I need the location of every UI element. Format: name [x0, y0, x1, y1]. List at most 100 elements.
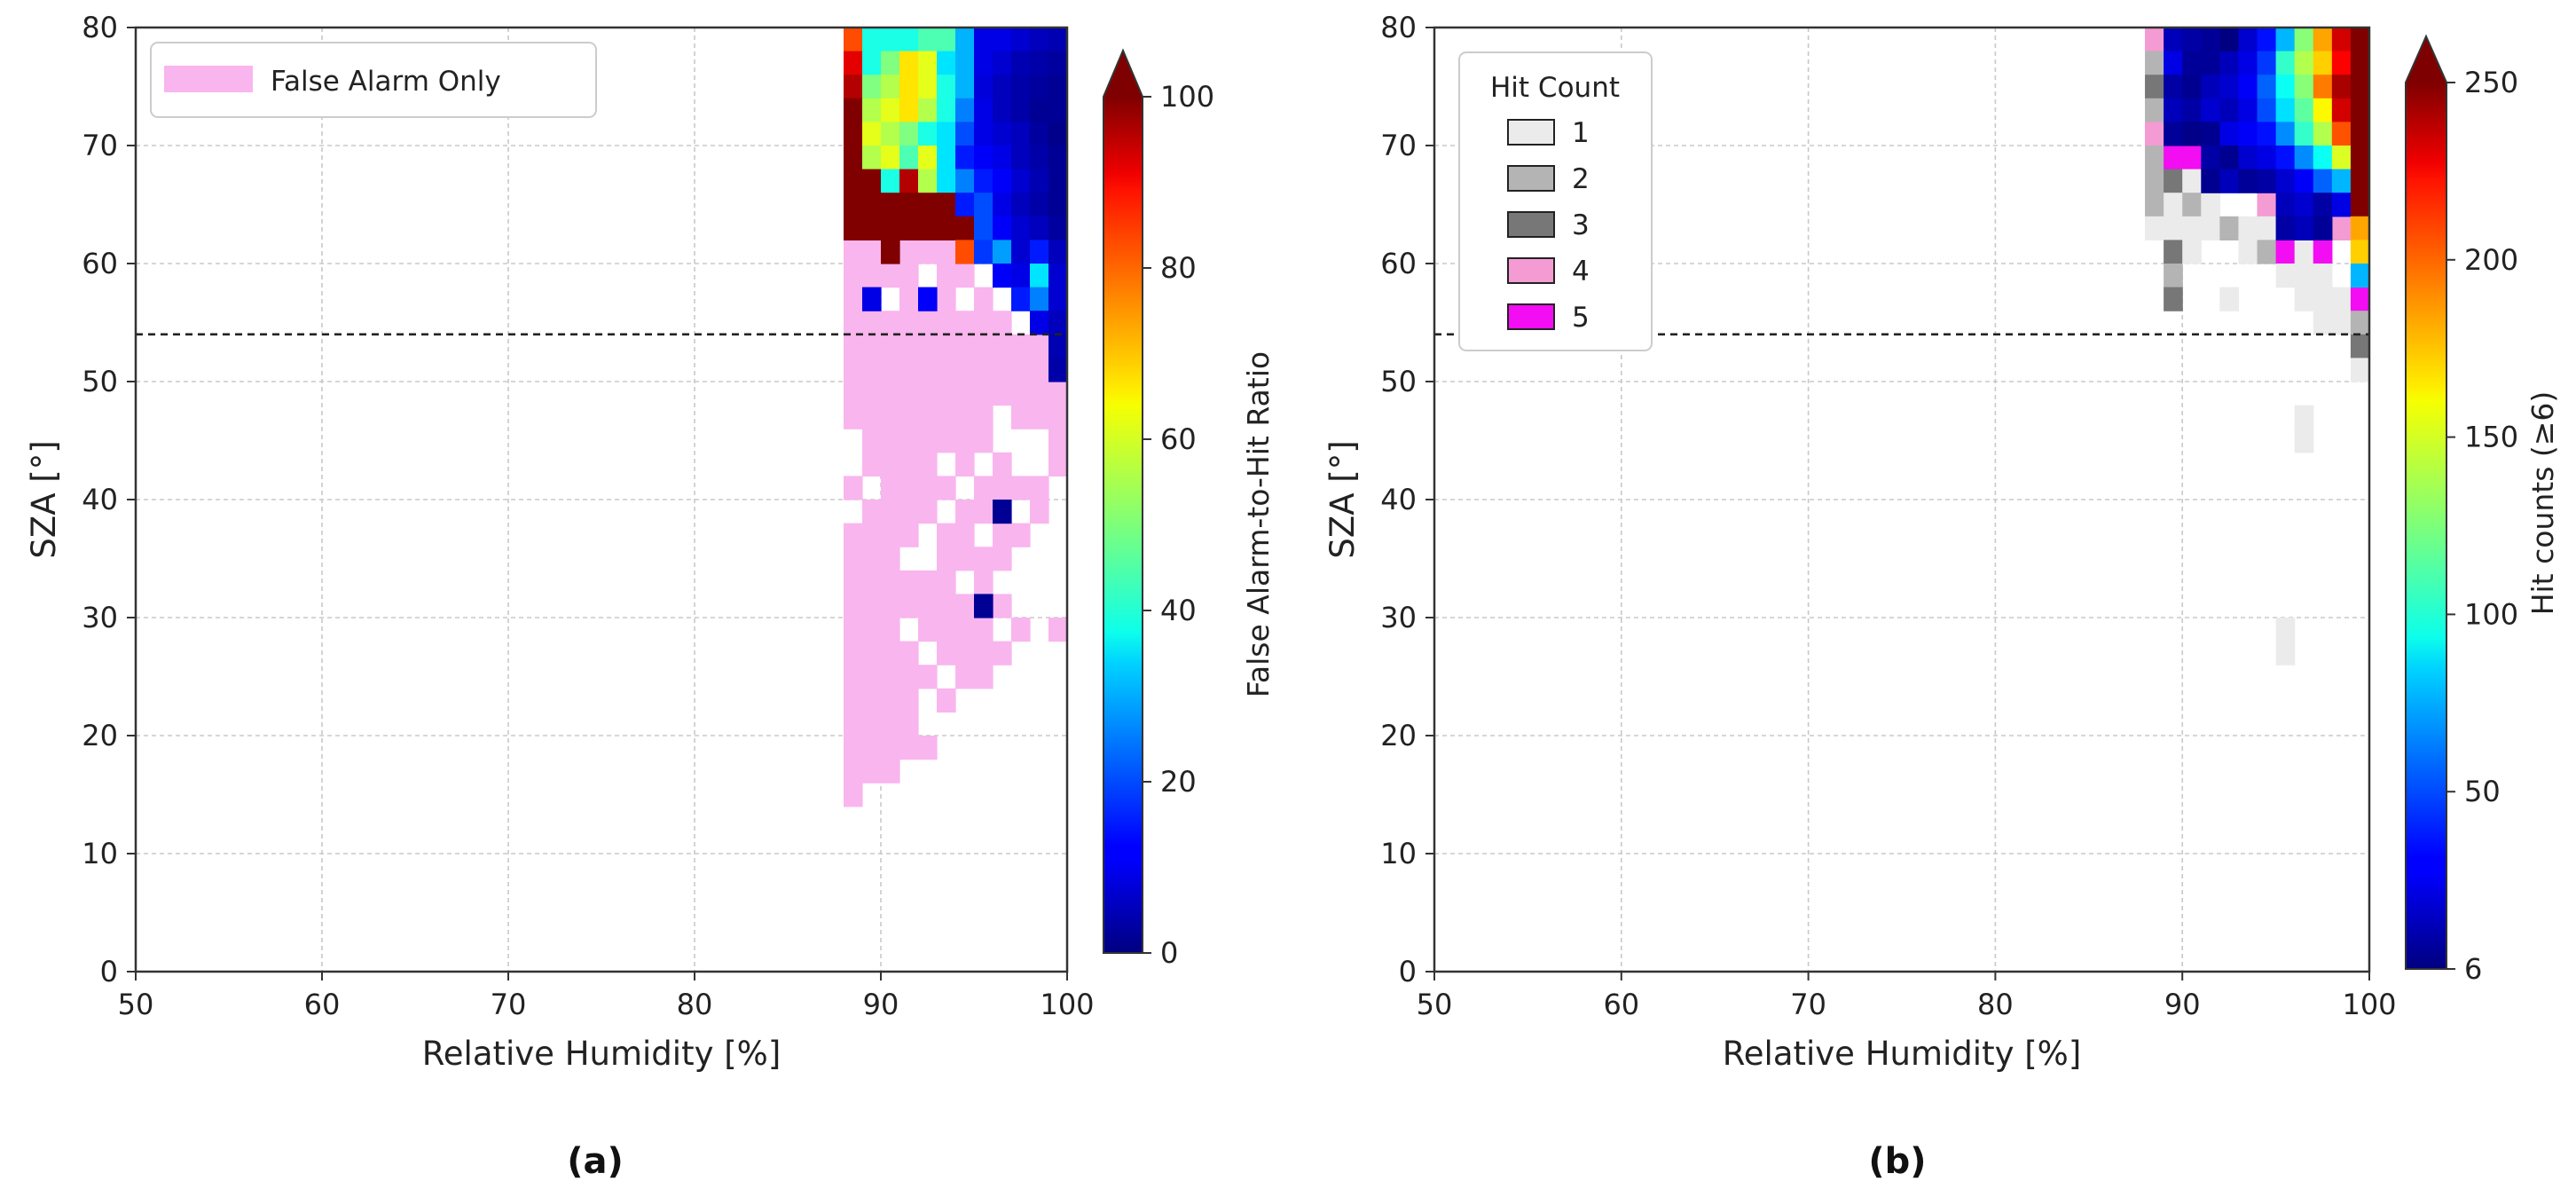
heatmap-cells-b	[2145, 28, 2370, 665]
low-hit-count-cell	[2164, 240, 2183, 264]
false-alarm-only-cell	[993, 452, 1012, 476]
false-alarm-only-cell	[844, 665, 863, 689]
legend-swatch-hit-1	[1507, 119, 1555, 146]
ratio-cell	[937, 216, 956, 240]
hit-count-cell	[2294, 122, 2314, 146]
low-hit-count-cell	[2164, 146, 2183, 170]
ratio-cell	[862, 122, 882, 146]
false-alarm-only-cell	[937, 476, 956, 500]
ratio-cell	[918, 51, 938, 75]
colorbar-gradient-a	[1103, 97, 1143, 953]
hit-count-cell	[2350, 75, 2370, 99]
false-alarm-only-cell	[1011, 618, 1031, 642]
ratio-cell	[974, 75, 993, 99]
hit-count-cell	[2164, 51, 2183, 75]
false-alarm-only-cell	[862, 570, 882, 595]
ratio-cell	[993, 75, 1012, 99]
y-tick-label: 80	[1380, 11, 1417, 44]
x-tick-label: 70	[1790, 988, 1826, 1021]
ratio-cell	[993, 216, 1012, 240]
ratio-cell	[955, 51, 975, 75]
ratio-cell	[1048, 287, 1068, 311]
colorbar-tick-label: 20	[1160, 765, 1197, 799]
x-tick-label: 80	[1977, 988, 2014, 1021]
false-alarm-only-cell	[1048, 382, 1068, 406]
y-ticks-b: 0 10 20 30 40 50 60 70 80	[1380, 11, 1434, 988]
false-alarm-only-cell	[955, 311, 975, 335]
ratio-cell	[881, 146, 900, 170]
ratio-cell	[1048, 28, 1068, 52]
ratio-cell	[862, 193, 882, 217]
ratio-cell	[881, 28, 900, 52]
ratio-cell	[1048, 51, 1068, 75]
false-alarm-only-cell	[1011, 358, 1031, 382]
ratio-cell	[881, 51, 900, 75]
hit-count-cell	[2238, 28, 2258, 52]
x-tick-label: 60	[1603, 988, 1639, 1021]
false-alarm-only-cell	[844, 618, 863, 642]
ratio-cell	[862, 28, 882, 52]
hit-count-cell	[2219, 75, 2240, 99]
ratio-cell	[1030, 122, 1049, 146]
false-alarm-only-cell	[918, 429, 938, 453]
ratio-cell	[899, 146, 919, 170]
false-alarm-only-cell	[899, 240, 919, 264]
x-tick-label: 80	[677, 988, 713, 1021]
low-hit-count-cell	[2257, 240, 2277, 264]
false-alarm-only-cell	[881, 570, 900, 595]
false-alarm-only-cell	[974, 500, 993, 524]
ratio-cell	[1011, 287, 1031, 311]
ratio-cell	[899, 28, 919, 52]
hit-count-cell	[2350, 216, 2370, 240]
low-hit-count-cell	[2164, 193, 2183, 217]
false-alarm-only-cell	[899, 523, 919, 547]
y-axis-label-a: SZA [°]	[25, 440, 63, 558]
hit-count-cell	[2313, 75, 2333, 99]
hit-count-cell	[2350, 240, 2370, 264]
low-hit-count-cell	[2164, 287, 2183, 311]
hit-count-cell	[2313, 169, 2333, 193]
false-alarm-only-cell	[918, 358, 938, 382]
false-alarm-only-cell	[937, 358, 956, 382]
low-hit-count-cell	[2145, 51, 2164, 75]
false-alarm-only-cell	[918, 382, 938, 406]
hit-count-cell	[2238, 169, 2258, 193]
false-alarm-only-cell	[1030, 476, 1049, 500]
y-tick-label: 40	[82, 483, 118, 516]
colorbar-extend-arrow-b	[2406, 36, 2446, 83]
ratio-cell	[1011, 28, 1031, 52]
hit-count-cell	[2294, 193, 2314, 217]
false-alarm-only-cell	[899, 264, 919, 288]
y-axis-label-b: SZA [°]	[1323, 440, 1362, 558]
colorbar-tick-label: 100	[1160, 80, 1214, 114]
false-alarm-only-cell	[974, 665, 993, 689]
ratio-cell	[844, 98, 863, 122]
false-alarm-only-cell	[899, 311, 919, 335]
false-alarm-only-cell	[862, 334, 882, 358]
false-alarm-only-cell	[844, 476, 863, 500]
hit-count-cell	[2275, 98, 2296, 122]
x-tick-label: 50	[118, 988, 154, 1021]
false-alarm-only-cell	[955, 334, 975, 358]
false-alarm-only-cell	[862, 500, 882, 524]
false-alarm-only-cell	[862, 688, 882, 713]
hit-count-cell	[2294, 98, 2314, 122]
false-alarm-only-cell	[955, 264, 975, 288]
colorbar-tick-label: 60	[1160, 422, 1197, 456]
ratio-cell	[974, 28, 993, 52]
hit-count-cell	[2257, 28, 2277, 52]
false-alarm-only-cell	[918, 594, 938, 618]
hit-count-cell	[2219, 28, 2240, 52]
ratio-cell	[899, 98, 919, 122]
hit-count-cell	[2201, 98, 2220, 122]
ratio-cell	[993, 51, 1012, 75]
ratio-cell	[899, 193, 919, 217]
colorbar-tick-label: 80	[1160, 251, 1197, 285]
false-alarm-only-cell	[862, 665, 882, 689]
hit-count-cell	[2182, 75, 2202, 99]
ratio-cell	[955, 28, 975, 52]
hit-count-cell	[2331, 193, 2352, 217]
y-ticks-a: 0 10 20 30 40 50 60 70 80	[82, 11, 136, 988]
ratio-cell	[844, 216, 863, 240]
low-hit-count-cell	[2164, 264, 2183, 288]
